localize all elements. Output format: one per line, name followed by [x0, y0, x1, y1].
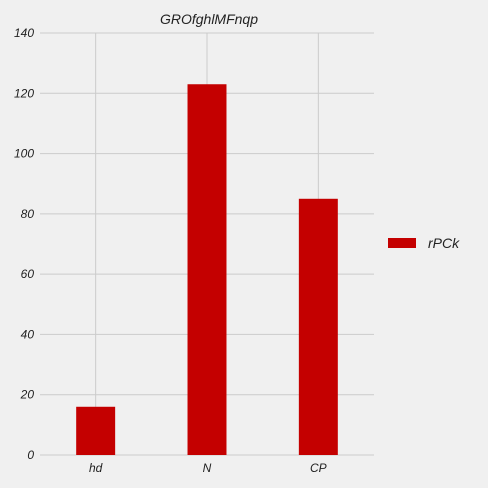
y-tick-label-7: 140 — [14, 26, 34, 40]
x-axis-ticks: hd N CP — [89, 461, 327, 475]
chart-title: GROfghlMFnqp — [160, 11, 258, 27]
legend-label: rPCk — [428, 235, 460, 251]
x-tick-label-2: CP — [310, 461, 327, 475]
y-tick-label-5: 100 — [14, 147, 34, 161]
x-tick-label-0: hd — [89, 461, 103, 475]
y-tick-label-6: 120 — [14, 86, 34, 100]
y-tick-label-0: 0 — [27, 448, 34, 462]
y-tick-label-2: 40 — [21, 327, 35, 341]
x-tick-label-1: N — [203, 461, 212, 475]
y-axis-ticks: 0 20 40 60 80 100 120 140 — [14, 26, 34, 462]
legend-swatch — [388, 238, 416, 248]
bar-hd — [76, 406, 116, 455]
y-tick-label-3: 60 — [21, 267, 35, 281]
legend: rPCk — [388, 235, 460, 251]
bar-N — [187, 84, 227, 455]
bar-CP — [298, 198, 338, 456]
y-tick-label-1: 20 — [20, 388, 35, 402]
y-tick-label-4: 80 — [21, 207, 35, 221]
bars — [76, 84, 338, 456]
